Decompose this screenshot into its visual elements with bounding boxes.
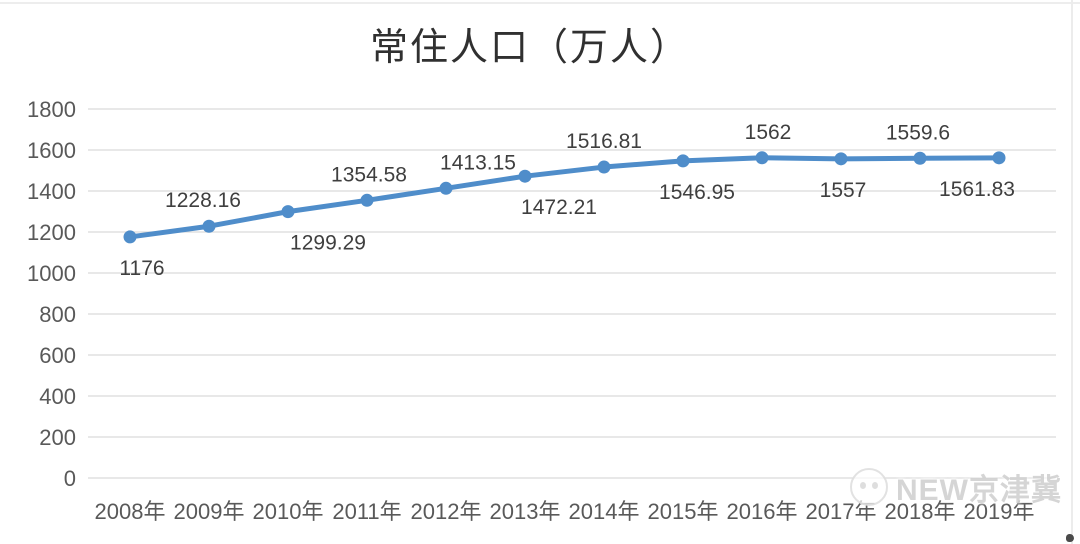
y-axis-tick-label: 1000: [27, 261, 76, 286]
data-label: 1299.29: [290, 232, 366, 255]
x-axis-tick-label: 2011年: [332, 499, 401, 524]
y-axis-tick-label: 1400: [27, 179, 76, 204]
x-axis-tick-label: 2008年: [95, 499, 166, 524]
x-axis-tick-label: 2018年: [885, 499, 956, 524]
data-label: 1228.16: [165, 189, 241, 212]
data-label: 1413.15: [440, 151, 516, 174]
chart-title: 常住人口（万人）: [369, 25, 690, 69]
y-axis-tick-label: 1200: [27, 220, 76, 245]
logo-dot-icon: [860, 482, 866, 489]
x-axis-tick-label: 2009年: [174, 499, 245, 524]
data-point-marker: [518, 169, 532, 183]
data-label: 1559.6: [886, 121, 950, 144]
data-point-marker: [360, 193, 374, 207]
y-axis-tick-label: 0: [64, 466, 76, 491]
y-axis-tick-label: 200: [39, 425, 76, 450]
x-axis-tick-label: 2010年: [253, 499, 324, 524]
population-line-series: [127, 155, 1002, 240]
data-point-marker: [123, 230, 137, 244]
x-axis-tick-label: 2014年: [569, 499, 640, 524]
data-label: 1472.21: [521, 196, 597, 219]
data-point-marker: [755, 151, 769, 165]
y-axis-tick-label: 600: [39, 343, 76, 368]
data-label: 1557: [820, 179, 867, 202]
data-point-marker: [992, 151, 1006, 165]
data-label: 1562: [745, 121, 792, 144]
x-axis-tick-label: 2019年: [964, 499, 1035, 524]
top-divider: [0, 2, 1080, 4]
corner-mark: [1066, 534, 1074, 542]
watermark-text: NEW京津冀: [896, 474, 1062, 507]
x-axis-tick-label: 2016年: [727, 499, 798, 524]
x-axis-tick-label: 2013年: [490, 499, 561, 524]
data-label: 1516.81: [566, 130, 642, 153]
right-edge-line: [1071, 0, 1073, 544]
logo-circle-icon: [850, 468, 888, 506]
data-label: 1561.83: [939, 178, 1015, 201]
data-point-marker: [676, 154, 690, 168]
data-point-marker: [202, 219, 216, 233]
watermark: NEW京津冀: [850, 466, 1062, 508]
data-point-marker: [281, 205, 295, 219]
data-point-marker: [834, 152, 848, 166]
data-label: 1176: [119, 257, 164, 280]
data-point-marker: [597, 160, 611, 174]
y-axis-tick-label: 400: [39, 384, 76, 409]
data-point-marker: [913, 151, 927, 165]
data-label: 1546.95: [659, 181, 735, 204]
y-axis-tick-label: 1600: [27, 138, 76, 163]
data-label: 1354.58: [331, 163, 407, 186]
y-axis-tick-label: 800: [39, 302, 76, 327]
y-axis-tick-label: 1800: [27, 97, 76, 122]
data-point-marker: [439, 181, 453, 195]
x-axis-tick-label: 2012年: [411, 499, 482, 524]
logo-dot-icon: [872, 482, 878, 489]
x-axis-tick-label: 2015年: [648, 499, 719, 524]
